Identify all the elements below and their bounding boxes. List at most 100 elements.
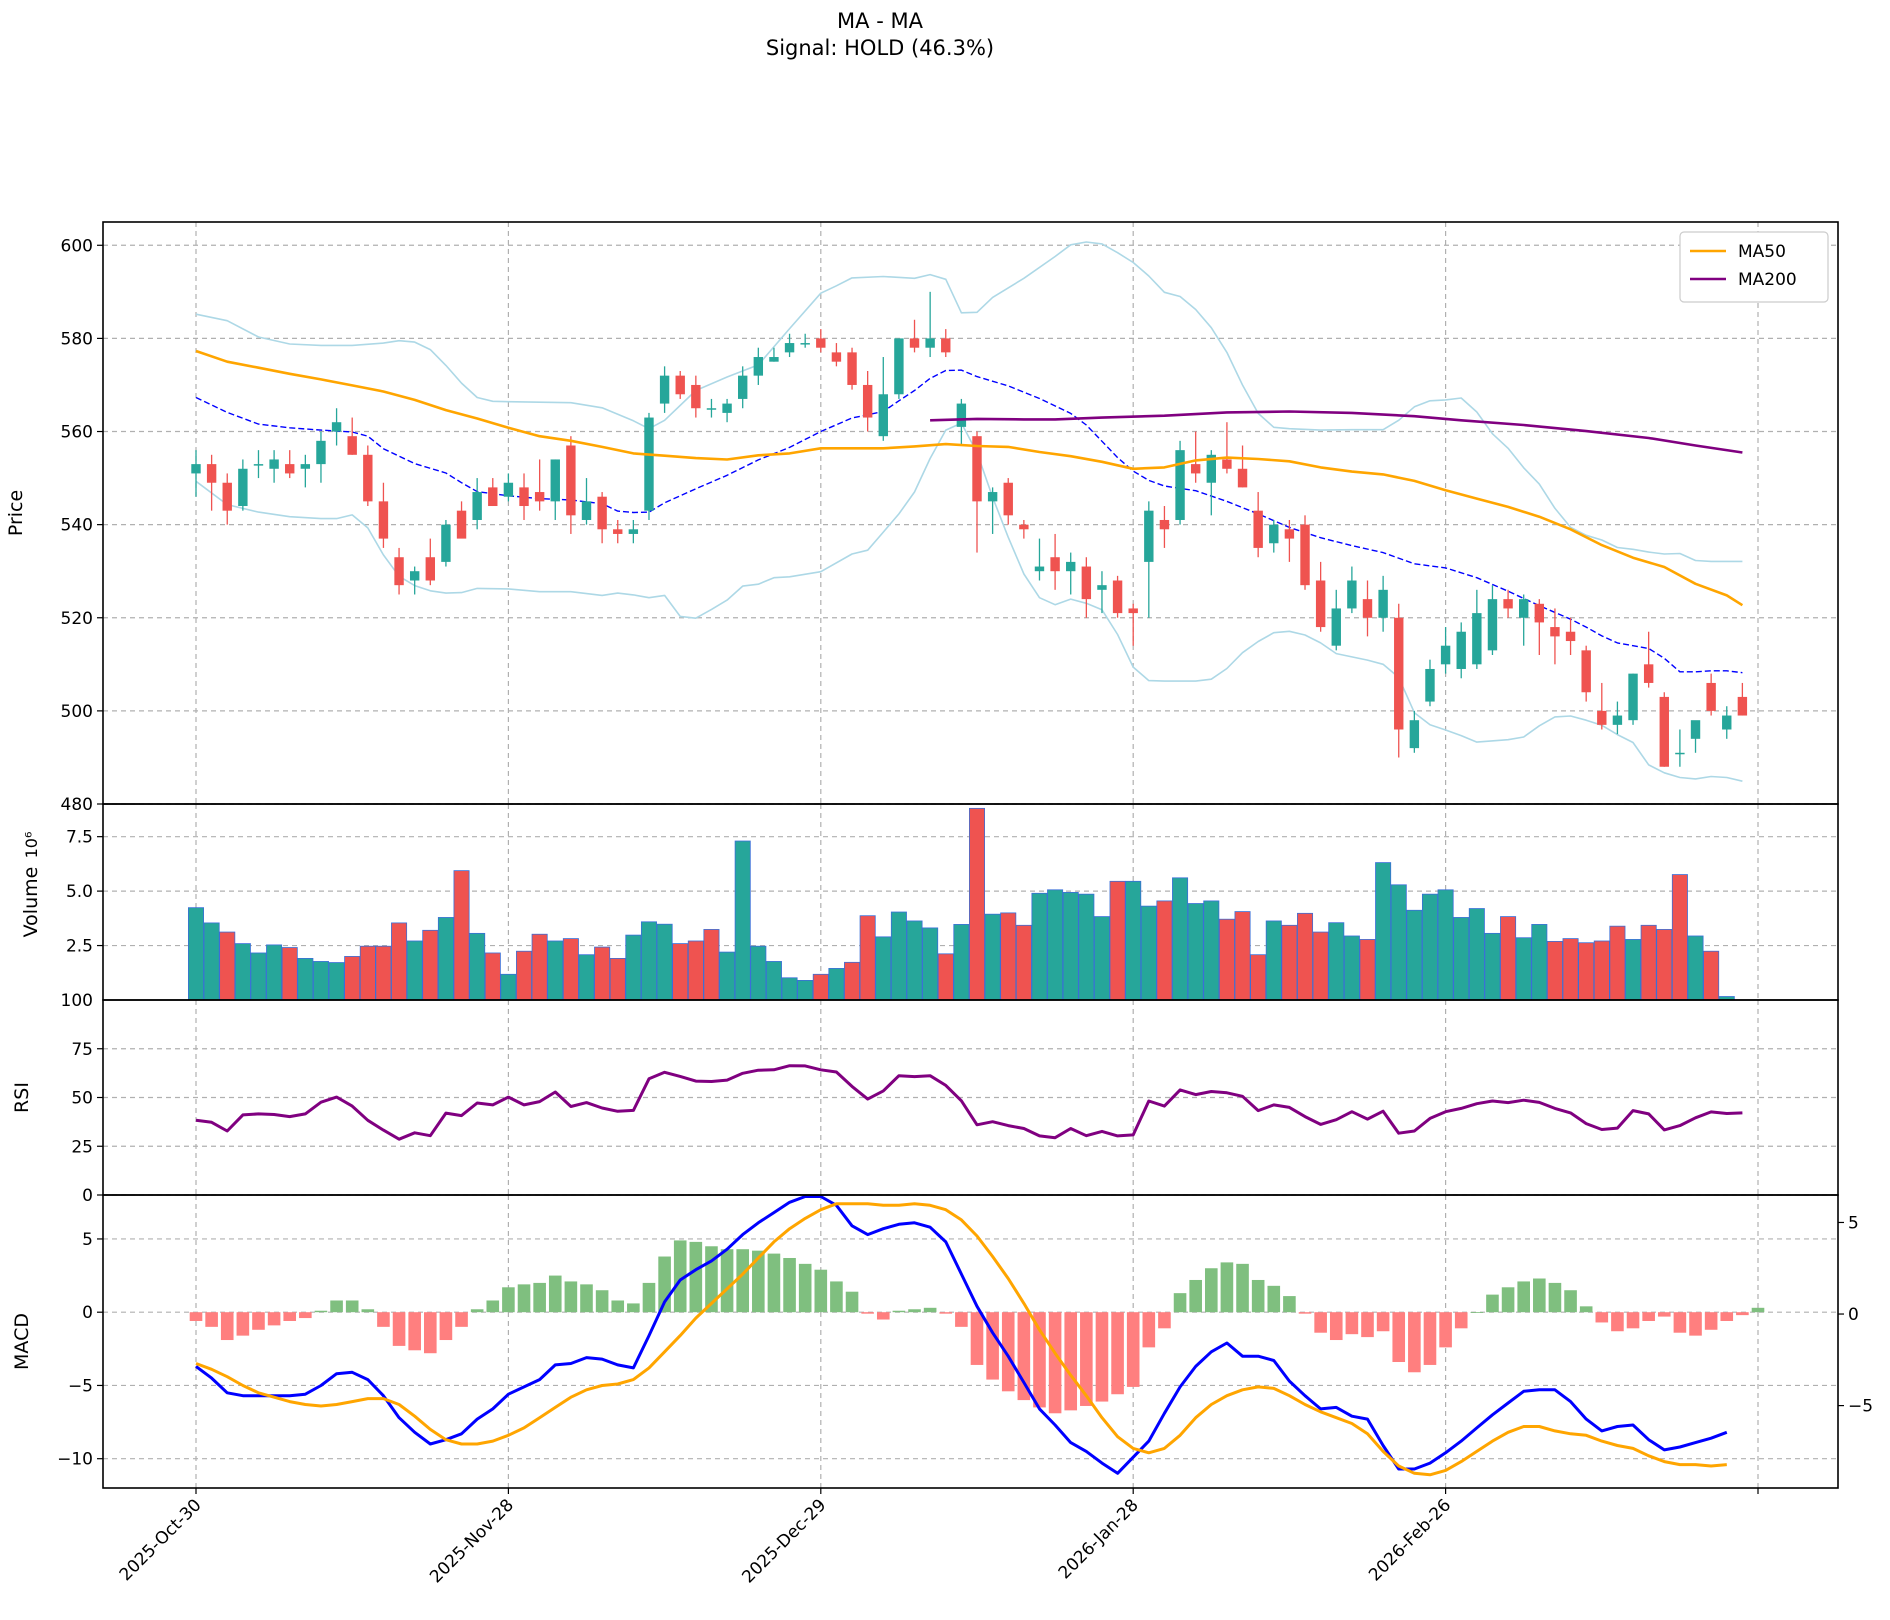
- chart-title: MA - MA: [837, 9, 923, 33]
- volume-bar: [1218, 918, 1235, 1001]
- candle-body: [972, 436, 982, 502]
- candle-body: [1503, 599, 1513, 609]
- candle-body: [784, 343, 795, 353]
- candle-body: [1175, 450, 1185, 520]
- macd-histogram-bar: [1704, 1312, 1718, 1330]
- volume-bar: [781, 977, 798, 1001]
- volume-bar: [765, 961, 782, 1001]
- macd-histogram-bar: [1236, 1263, 1249, 1313]
- macd-histogram-bar: [1642, 1312, 1655, 1321]
- macd-histogram-bar: [1158, 1312, 1171, 1329]
- volume-bar: [1140, 905, 1157, 1001]
- rsi-ytick-label: 25: [71, 1137, 93, 1157]
- volume-bar: [1359, 939, 1376, 1001]
- volume-bar: [1250, 954, 1267, 1001]
- ma50-line: [195, 349, 1744, 607]
- volume-bar: [187, 907, 204, 1001]
- macd-histogram-bar: [736, 1249, 749, 1313]
- candle-body: [1472, 613, 1482, 665]
- volume-bar: [531, 933, 548, 1001]
- x-tick-label: 2025-Nov-28: [426, 1495, 518, 1587]
- candle-body: [1706, 682, 1716, 711]
- candle-body: [613, 529, 623, 534]
- candle-body: [878, 394, 888, 437]
- macd-histogram-bar: [486, 1300, 500, 1313]
- macd-histogram-bar: [1033, 1312, 1046, 1408]
- volume-bar: [328, 962, 345, 1001]
- candle-body: [503, 482, 514, 497]
- price-ytick-label: 600: [61, 236, 93, 256]
- volume-bar: [516, 950, 533, 1001]
- volume-bar: [984, 913, 1001, 1001]
- macd-histogram-bar: [1298, 1312, 1312, 1314]
- volume-ytick-label: 7.5: [66, 828, 93, 848]
- volume-bar: [1421, 893, 1438, 1001]
- volume-bar: [375, 945, 392, 1001]
- candle-body: [1519, 599, 1529, 618]
- macd-histogram-bar: [377, 1312, 390, 1327]
- volume-bar: [656, 923, 673, 1001]
- macd-histogram-bar: [642, 1282, 656, 1313]
- candle-body: [769, 357, 779, 362]
- candle-body: [1347, 580, 1357, 609]
- candle-body: [347, 436, 357, 455]
- candle-body: [1378, 589, 1388, 618]
- volume-bar: [219, 931, 236, 1001]
- candle-body: [1456, 631, 1466, 669]
- macd-histogram-bar: [830, 1281, 843, 1313]
- volume-bar: [609, 958, 626, 1001]
- candle-body: [1737, 696, 1748, 716]
- volume-bar: [500, 973, 517, 1001]
- volume-bar: [1546, 941, 1563, 1001]
- candle-body: [1394, 617, 1404, 730]
- macd-histogram-bar: [1345, 1312, 1359, 1335]
- macd-histogram-bar: [908, 1309, 921, 1313]
- macd-histogram-bar: [1751, 1307, 1765, 1313]
- volume-bar: [312, 961, 329, 1001]
- macd-histogram-bar: [330, 1300, 343, 1313]
- volume-bar: [844, 961, 861, 1001]
- candle-body: [378, 501, 389, 539]
- volume-bar: [1437, 889, 1454, 1001]
- candle-body: [1440, 645, 1451, 665]
- candle-body: [1565, 631, 1576, 642]
- macd-histogram-bar: [220, 1312, 234, 1341]
- macd-histogram-bar: [673, 1240, 687, 1313]
- macd-histogram-bar: [283, 1312, 297, 1321]
- volume-bar: [906, 920, 923, 1001]
- candle-body: [675, 375, 685, 395]
- candle-body: [1081, 566, 1092, 600]
- price-ytick-label: 520: [61, 609, 93, 629]
- volume-bar: [1125, 880, 1142, 1001]
- macd-histogram-bar: [455, 1312, 468, 1327]
- volume-bar: [859, 915, 876, 1001]
- macd-histogram-bar: [1657, 1312, 1671, 1317]
- candle-body: [269, 459, 279, 469]
- legend-box: [1679, 231, 1829, 303]
- volume-bar: [281, 947, 298, 1001]
- macd-histogram-bar: [986, 1312, 999, 1380]
- macd-histogram-bar: [939, 1312, 953, 1314]
- macd-histogram-bar: [1220, 1262, 1234, 1313]
- volume-bar: [1203, 900, 1220, 1001]
- macd-histogram-bar: [1329, 1312, 1343, 1341]
- candle-body: [581, 501, 592, 520]
- candle-body: [1612, 715, 1623, 725]
- macd-histogram-bar: [1126, 1312, 1140, 1387]
- volume-bar: [1062, 892, 1079, 1001]
- ma200-line: [930, 410, 1743, 454]
- candle-body: [753, 357, 764, 376]
- volume-bar: [734, 840, 751, 1001]
- macd-histogram-bar: [1283, 1296, 1296, 1313]
- candle-body: [456, 510, 467, 539]
- macd-histogram-bar: [861, 1312, 874, 1314]
- macd-right-ytick-label: 5: [1848, 1213, 1859, 1233]
- macd-histogram-bar: [408, 1312, 421, 1351]
- candle-body: [253, 464, 264, 466]
- volume-bar: [672, 943, 689, 1001]
- volume-bar: [469, 932, 486, 1001]
- candle-body: [659, 375, 670, 404]
- candle-body: [691, 384, 701, 409]
- macd-histogram-bar: [1564, 1290, 1577, 1313]
- volume-ytick-label: 5.0: [66, 882, 93, 902]
